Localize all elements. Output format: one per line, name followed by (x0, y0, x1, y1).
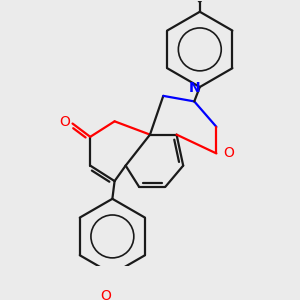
Text: O: O (59, 115, 70, 129)
Text: N: N (188, 81, 200, 95)
Text: O: O (223, 146, 234, 161)
Text: O: O (100, 289, 111, 300)
